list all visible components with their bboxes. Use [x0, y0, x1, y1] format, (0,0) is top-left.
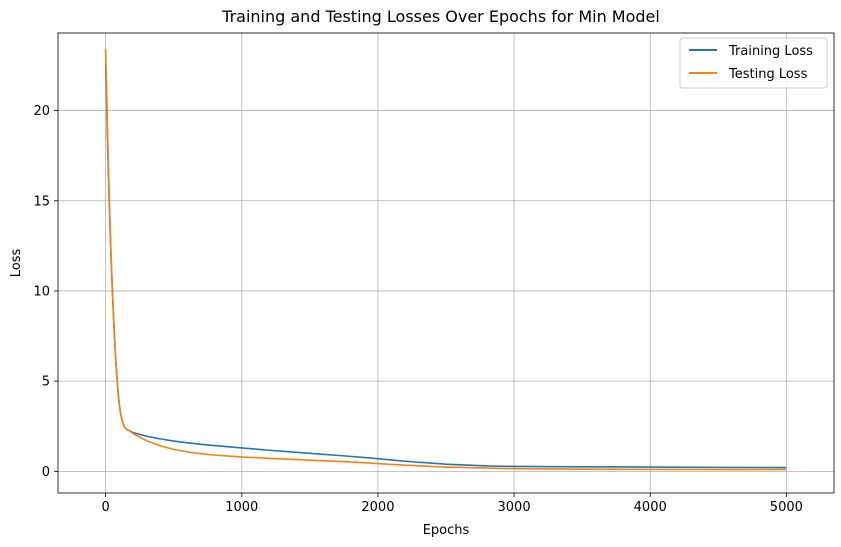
plot-frame: [57, 32, 835, 494]
y-tick-label: 15: [33, 194, 50, 209]
y-tick-label: 10: [33, 284, 50, 299]
legend-label-training-loss: Training Loss: [728, 44, 813, 59]
legend-label-testing-loss: Testing Loss: [728, 67, 808, 82]
x-tick-label: 4000: [634, 500, 667, 515]
x-tick-label: 1000: [225, 500, 258, 515]
series-line-training-loss: [104, 63, 787, 469]
x-axis-label: Epochs: [423, 523, 470, 538]
x-axis-ticks: 0 1000 2000 3000 4000 5000: [102, 493, 803, 515]
y-axis-ticks: 0 5 10 15 20: [33, 104, 58, 480]
x-tick-label: 3000: [498, 500, 531, 515]
grid: [58, 33, 834, 493]
series-lines: [104, 49, 787, 471]
y-tick-label: 20: [33, 104, 50, 119]
y-tick-label: 5: [42, 375, 50, 390]
x-tick-label: 5000: [770, 500, 803, 515]
y-axis-label: Loss: [9, 249, 24, 278]
series-line-testing-loss: [104, 49, 787, 471]
x-tick-label: 0: [102, 500, 110, 515]
y-tick-label: 0: [42, 465, 50, 480]
legend: Training Loss Testing Loss: [679, 37, 828, 89]
x-tick-label: 2000: [361, 500, 394, 515]
chart-title: Training and Testing Losses Over Epochs …: [221, 7, 660, 26]
